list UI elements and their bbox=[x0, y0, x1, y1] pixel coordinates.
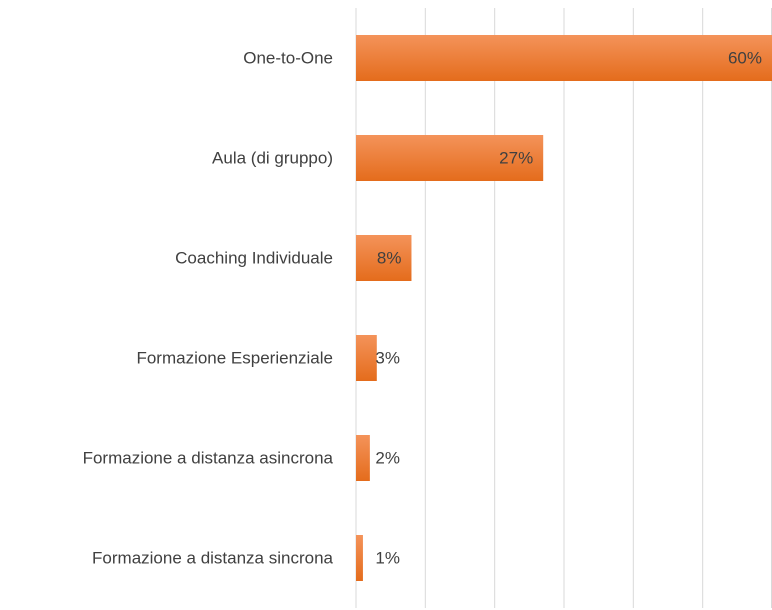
bar bbox=[356, 435, 370, 481]
data-label: 8% bbox=[377, 248, 402, 267]
bar bbox=[356, 335, 377, 381]
data-label: 60% bbox=[728, 48, 762, 67]
data-label: 27% bbox=[499, 148, 533, 167]
bar bbox=[356, 535, 363, 581]
data-label: 2% bbox=[375, 448, 400, 467]
bar bbox=[356, 35, 772, 81]
data-label: 1% bbox=[375, 548, 400, 567]
data-label: 3% bbox=[375, 348, 400, 367]
y-tick-label: One-to-One bbox=[243, 48, 333, 67]
y-tick-label: Formazione a distanza asincrona bbox=[83, 448, 334, 467]
y-tick-label: Aula (di gruppo) bbox=[212, 148, 333, 167]
y-tick-label: Formazione Esperienziale bbox=[136, 348, 333, 367]
y-tick-label: Coaching Individuale bbox=[175, 248, 333, 267]
y-tick-label: Formazione a distanza sincrona bbox=[92, 548, 334, 567]
bar bbox=[356, 135, 544, 181]
bar bbox=[356, 235, 412, 281]
